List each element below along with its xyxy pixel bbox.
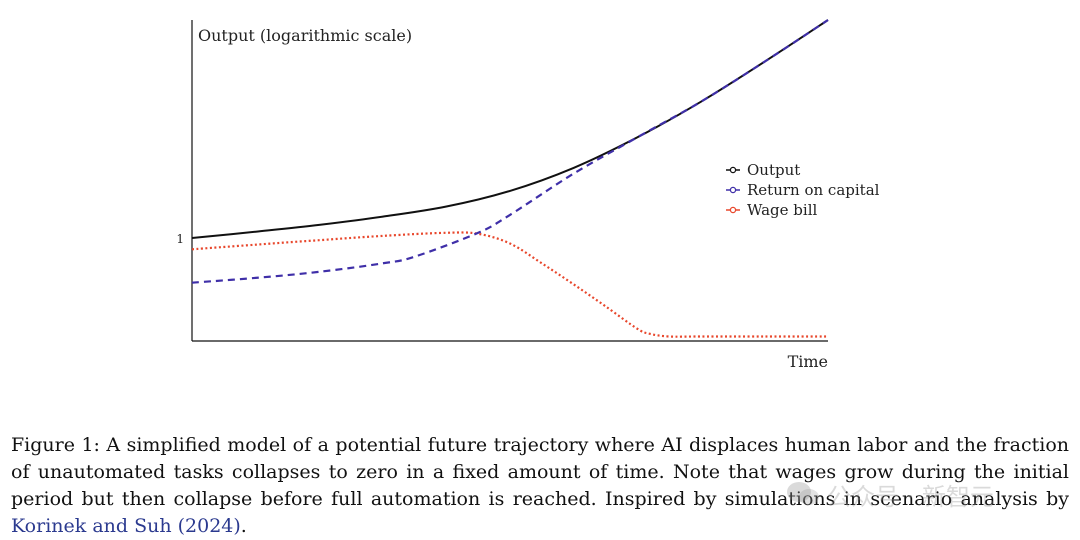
line-chart: Output (logarithmic scale) Time 1 Output… — [176, 19, 880, 371]
legend-swatch-marker — [729, 206, 737, 214]
legend-label: Output — [747, 161, 800, 179]
series-line-output — [191, 19, 829, 239]
legend: Output Return on capital Wage bill — [726, 161, 880, 219]
figure-caption: Figure 1: A simplified model of a potent… — [11, 432, 1069, 540]
caption-end: . — [240, 515, 247, 537]
legend-item-return-on-capital: Return on capital — [726, 181, 880, 199]
legend-item-output: Output — [726, 161, 800, 179]
legend-swatch-marker — [729, 166, 737, 174]
legend-label: Return on capital — [747, 181, 880, 199]
citation-link[interactable]: Korinek and Suh (2024) — [11, 515, 241, 537]
series-layer — [191, 19, 829, 338]
series-line-return-on-capital — [191, 19, 829, 284]
legend-item-wage-bill: Wage bill — [726, 201, 818, 219]
legend-label: Wage bill — [747, 201, 818, 219]
y-axis-label: Output (logarithmic scale) — [198, 26, 412, 45]
caption-text: Figure 1: A simplified model of a potent… — [11, 434, 1069, 510]
y-tick-label: 1 — [176, 232, 184, 246]
legend-swatch-marker — [729, 186, 737, 194]
series-line-wage-bill — [191, 231, 828, 338]
x-axis-label: Time — [788, 352, 828, 371]
